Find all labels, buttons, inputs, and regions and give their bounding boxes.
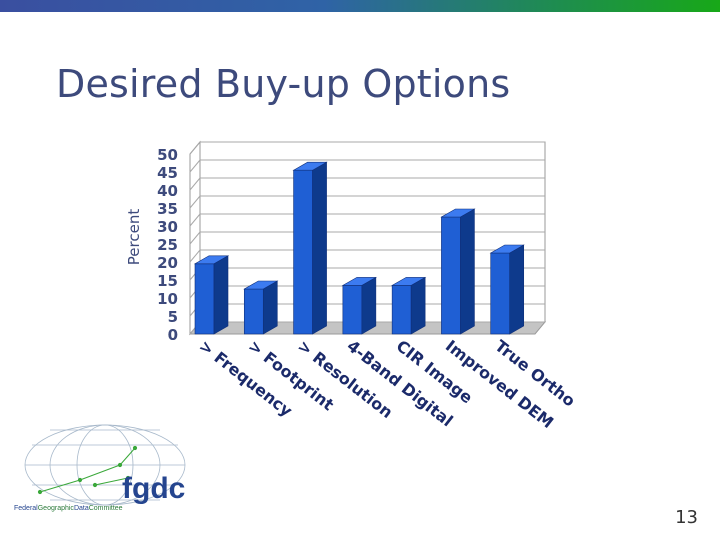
page-number: 13: [675, 507, 698, 528]
bar-top: [243, 280, 279, 290]
y-tick-label: 0: [168, 326, 178, 344]
y-tick-label: 40: [157, 182, 178, 200]
bar: [342, 285, 363, 335]
gridline-depth: [189, 231, 201, 245]
bar-top: [292, 161, 328, 171]
y-tick-label: 30: [157, 218, 178, 236]
bar: [441, 216, 461, 335]
y-axis-label: Percent: [125, 209, 143, 266]
bar: [391, 285, 412, 335]
y-tick-label: 35: [157, 200, 178, 218]
header-gradient-bar: [0, 0, 720, 12]
slide-title: Desired Buy-up Options: [56, 62, 511, 106]
logo-caption: FederalGeographicDataCommittee: [14, 505, 123, 512]
bar-side: [213, 255, 229, 335]
bar-side: [460, 208, 475, 335]
bar-top: [440, 208, 476, 218]
y-tick-label: 20: [157, 254, 178, 272]
y-tick-label: 45: [157, 164, 178, 182]
bar: [293, 169, 313, 335]
bar-top: [193, 255, 230, 265]
y-tick-label: 15: [157, 272, 178, 290]
bar-top: [341, 277, 377, 286]
bar-top: [391, 277, 427, 286]
gridline-depth: [189, 195, 201, 209]
bar-top: [489, 244, 525, 254]
gridline-depth: [189, 213, 201, 227]
bar: [490, 252, 511, 335]
bar: [194, 263, 215, 335]
gridline-depth: [189, 177, 201, 191]
y-tick-label: 25: [157, 236, 178, 254]
y-tick-label: 50: [157, 146, 178, 164]
y-tick-label: 5: [168, 308, 178, 326]
gridline-depth: [189, 141, 201, 155]
logo-wordmark: fgdc: [122, 472, 185, 505]
fgdc-logo: fgdc FederalGeographicDataCommittee: [14, 424, 186, 512]
bar-side: [262, 280, 278, 335]
bar: [243, 288, 264, 335]
gridline-depth: [189, 159, 201, 173]
bar-side: [312, 161, 327, 335]
bar-side: [509, 244, 525, 335]
y-tick-label: 10: [157, 290, 178, 308]
bar-side: [410, 276, 426, 335]
gridline-depth: [189, 249, 201, 263]
bar-side: [361, 276, 377, 335]
